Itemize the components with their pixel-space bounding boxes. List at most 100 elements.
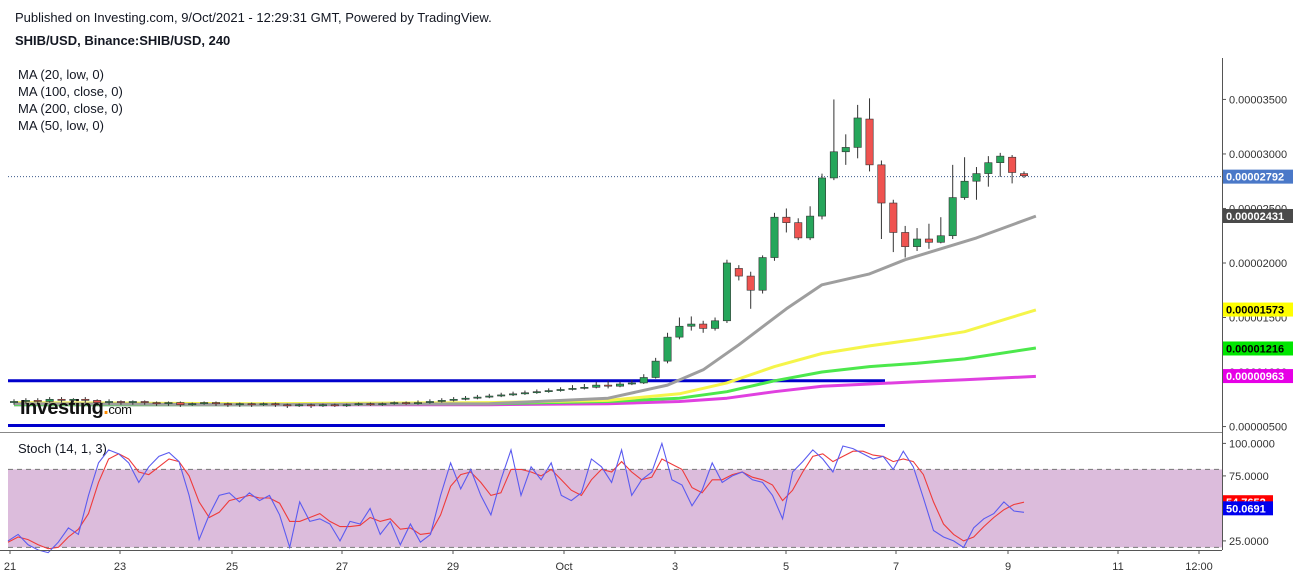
candle-up [639,377,648,384]
candle-up [45,398,54,402]
candle-up [449,398,458,401]
support-lines [8,176,1222,427]
candle-up [592,384,601,388]
time-tick-label: 9 [1005,561,1011,573]
ma-line-ma100 [14,346,1037,407]
price-tag-label: 0.00001573 [1226,305,1284,317]
symbol-title: SHIB/USD, Binance:SHIB/USD, 240 [15,33,231,48]
candle-down [924,238,933,243]
candle-down [734,268,743,277]
stoch-title: Stoch (14, 1, 3) [18,441,107,456]
stoch-value-tag [1223,501,1273,516]
candle-up [711,320,720,329]
candle-down [794,222,803,239]
price-tick-label: 0.00003000 [1229,149,1287,161]
candle-up [627,382,636,385]
stoch-band [8,469,1222,548]
time-tick-label: 3 [672,561,678,573]
candle-up [770,216,779,258]
candle-up [936,235,945,243]
candle-up [913,238,922,247]
time-tick-label: 11 [1112,561,1123,573]
candle-up [580,386,589,389]
candle-up [687,323,696,327]
candle-down [33,400,42,402]
price-tick-label: 0.00000500 [1229,422,1287,434]
candle-up [69,398,78,401]
candle-down [782,216,791,223]
investing-logo: Investing.com [20,397,132,419]
candle-down [81,398,90,401]
candle-down [140,401,149,403]
stoch-panel [7,441,1222,554]
stoch-line-stoch_k [7,441,1025,554]
candle-up [509,393,518,396]
stoch-tick-label: 25.0000 [1229,536,1269,548]
moving-averages [13,214,1037,407]
candle-up [259,403,268,406]
candle-down [307,404,316,407]
time-tick-label: 27 [336,561,348,573]
candle-down [889,202,898,233]
time-tick-label: 21 [4,561,16,573]
ma-line-ma20 [13,214,1037,407]
stoch-value-tag-label: 50.0691 [1226,503,1266,515]
candle-down [223,403,232,406]
candle-up [984,162,993,174]
ma-legend: MA (20, low, 0) MA (100, close, 0) MA (2… [18,66,123,134]
time-tick-label: 29 [447,561,459,573]
ma-line-ma50 [13,308,1037,406]
candle-down [901,232,910,247]
candle-up [354,403,363,406]
price-tick-label: 0.00002000 [1229,258,1287,270]
candle-up [10,401,18,403]
candle-up [960,180,969,198]
time-tick-label: 7 [893,561,899,573]
candle-down [877,164,886,204]
candle-down [57,398,66,401]
candle-down [116,401,125,403]
candle-up [188,403,197,406]
candle-up [651,360,660,378]
candle-up [128,401,137,403]
candle-up [318,404,327,407]
candle-down [1008,156,1017,173]
candle-up [806,215,815,239]
price-tag [1223,369,1293,384]
candle-up [853,117,862,148]
candle-down [93,400,102,403]
candle-up [996,155,1005,163]
candle-up [663,336,672,362]
price-tick-label: 0.00003500 [1229,94,1287,106]
candles [10,98,1028,409]
price-tag [1223,302,1293,317]
price-tag [1223,208,1293,223]
candle-down [402,402,411,404]
candle-up [437,400,446,402]
price-tags: 0.00002792 0.00002431 0.00001573 0.00001216… [1223,169,1293,516]
candle-up [818,177,826,217]
candle-up [568,388,577,390]
candle-down [212,402,220,404]
candle-down [1020,173,1028,177]
candle-up [295,404,304,407]
legend-item-ma20: MA (20, low, 0) [18,67,104,82]
legend-item-ma200: MA (200, close, 0) [18,101,123,116]
candle-down [283,404,292,407]
candle-up [105,401,114,403]
candle-up [972,173,981,182]
time-tick-label: 5 [783,561,789,573]
price-tag-label: 0.00002431 [1226,211,1284,223]
candle-up [722,262,731,322]
stoch-tick-label: 75.0000 [1229,471,1269,483]
candle-up [829,151,838,179]
candle-down [330,404,339,407]
price-tag-label: 0.00002792 [1226,172,1284,184]
candle-up [532,391,541,394]
legend-item-ma100: MA (100, close, 0) [18,84,123,99]
candle-down [271,403,280,406]
candle-up [390,402,399,404]
candle-up [342,404,351,407]
candle-down [746,275,755,291]
